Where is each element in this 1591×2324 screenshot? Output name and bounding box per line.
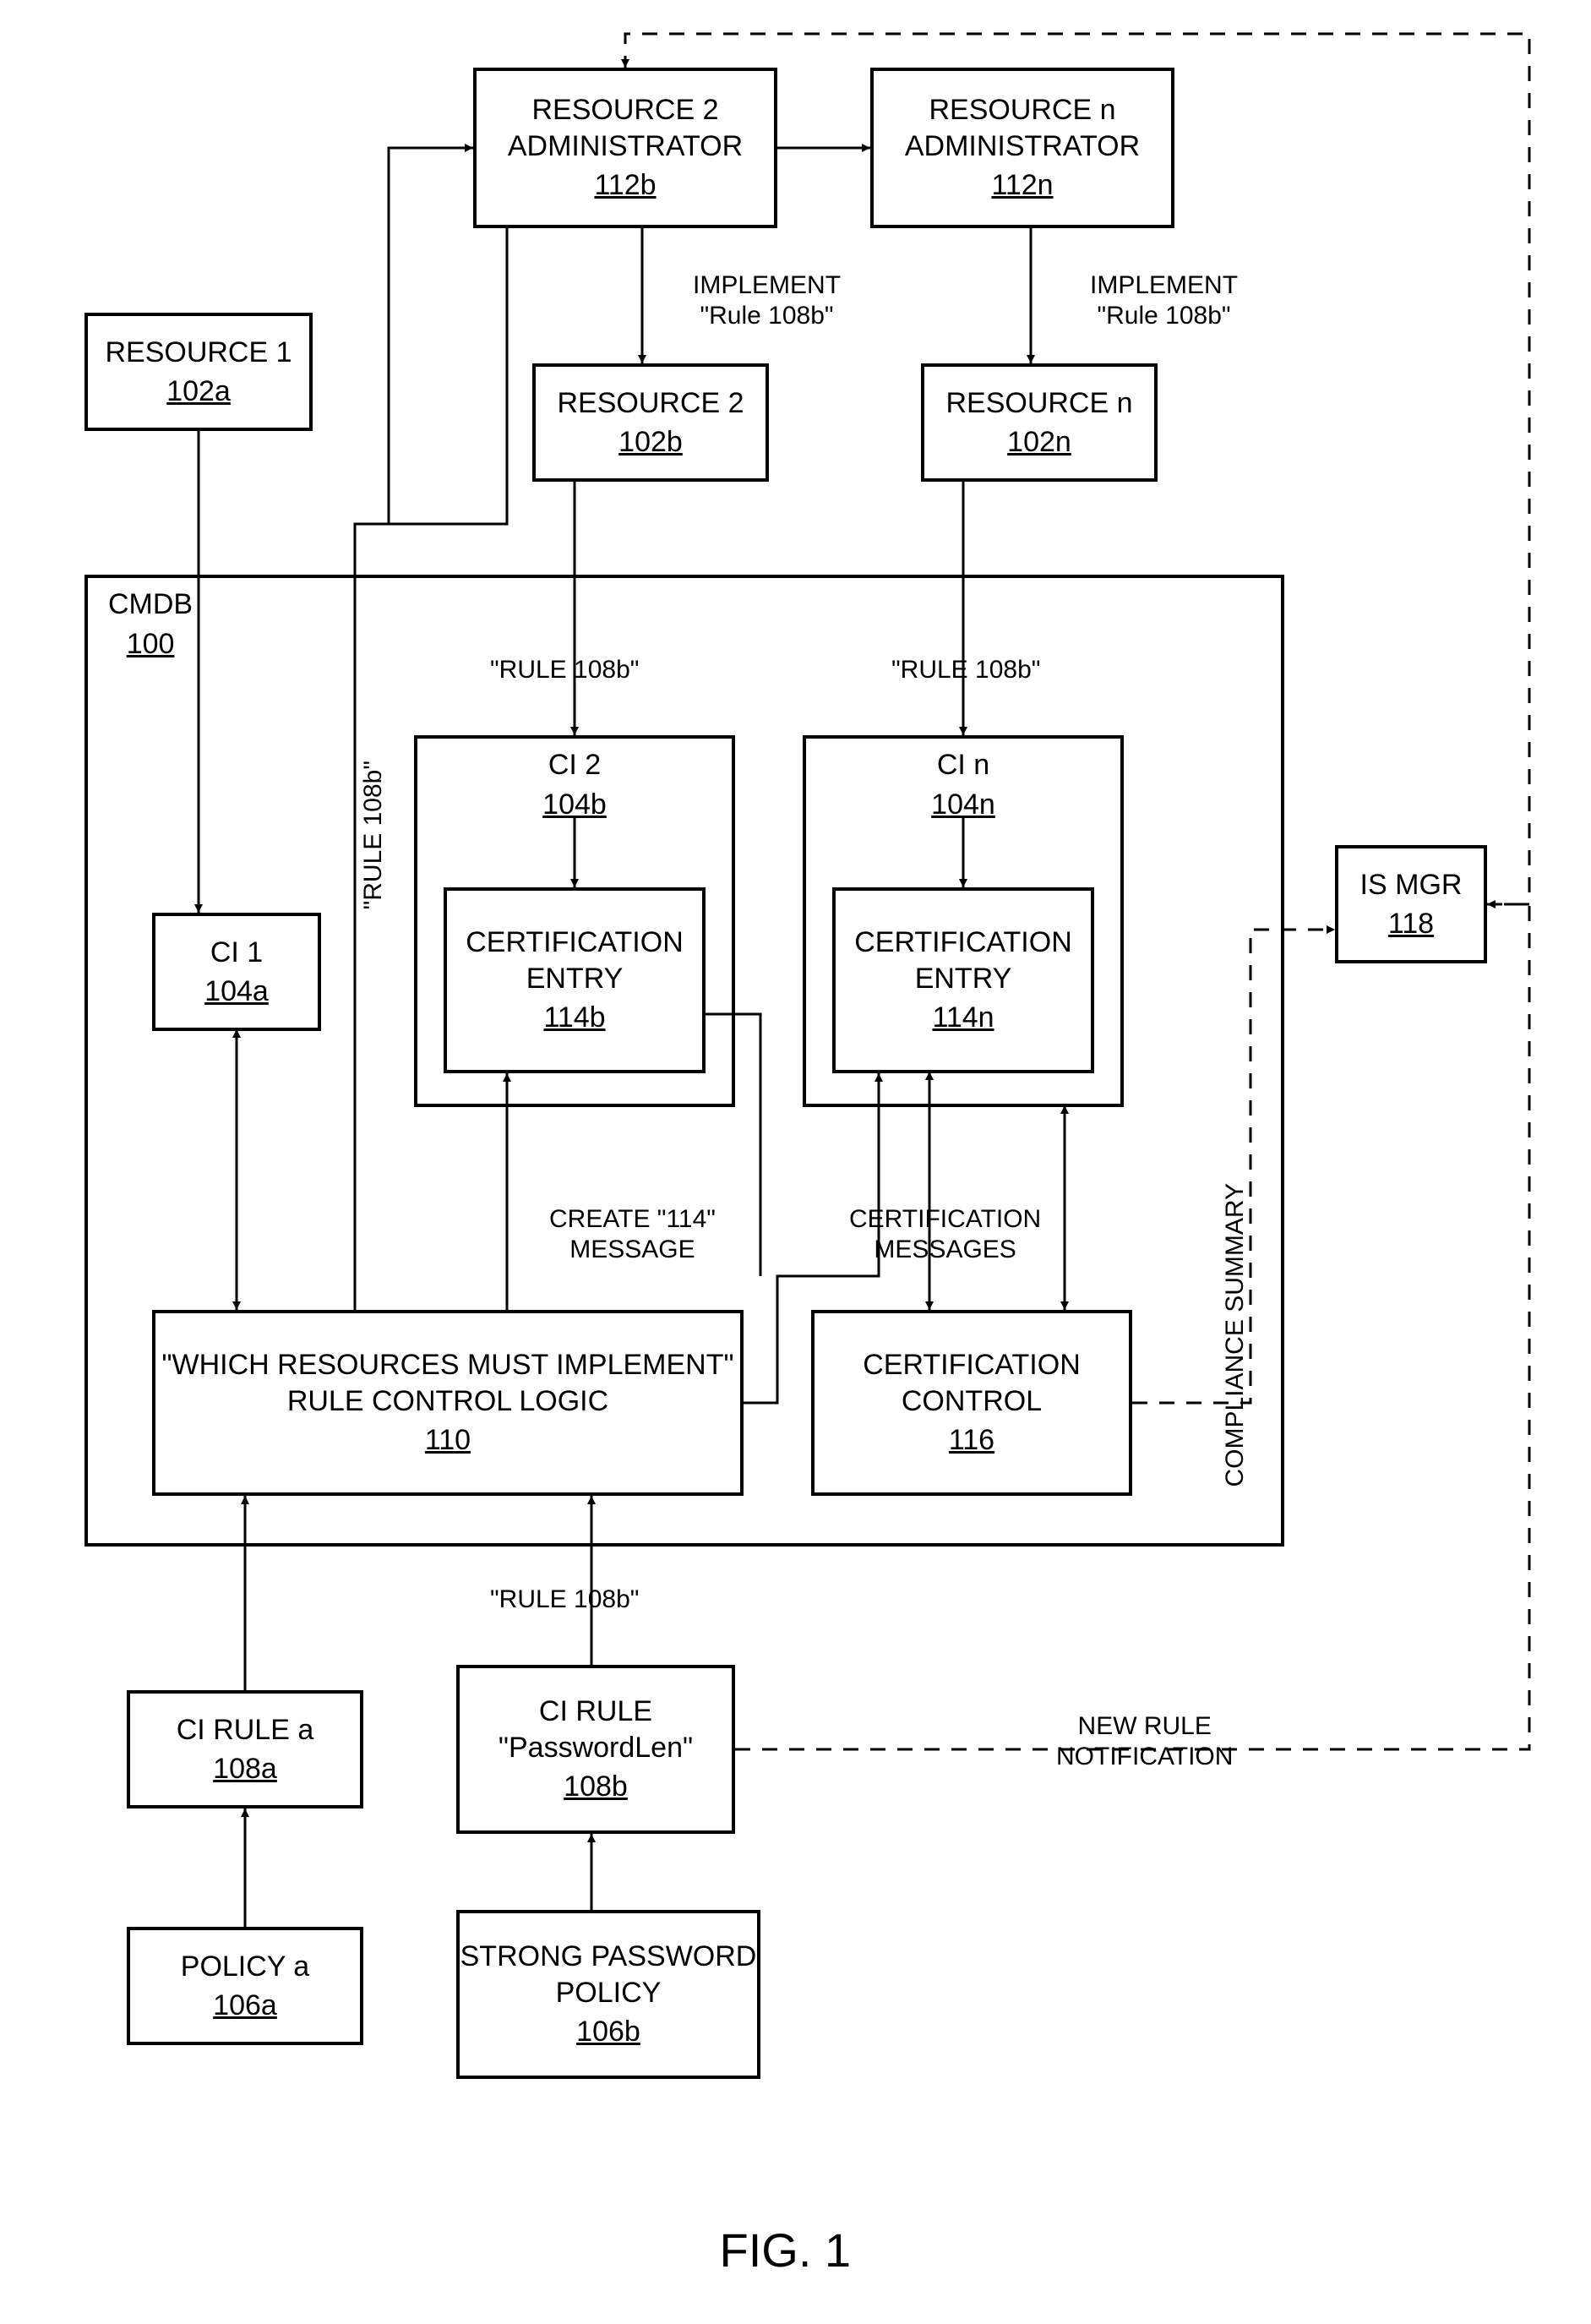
text-line: CERTIFICATION xyxy=(854,925,1072,961)
node-resource2_admin: RESOURCE 2ADMINISTRATOR112b xyxy=(473,68,777,228)
node-resource2: RESOURCE 2102b xyxy=(532,363,769,482)
edge-label-cert_msgs: CERTIFICATION MESSAGES xyxy=(849,1204,1041,1265)
ref-number: 118 xyxy=(1360,906,1463,942)
node-policy_a: POLICY a106a xyxy=(127,1927,363,2045)
node-label: CI 2 104b xyxy=(542,747,607,822)
text-line: "PasswordLen" xyxy=(499,1730,693,1766)
ref-number: 104b xyxy=(542,787,607,823)
node-label: CERTIFICATIONENTRY114n xyxy=(854,925,1072,1036)
node-label: CI RULE"PasswordLen"108b xyxy=(499,1694,693,1805)
figure-caption: FIG. 1 xyxy=(720,2223,852,2278)
node-label: "WHICH RESOURCES MUST IMPLEMENT"RULE CON… xyxy=(161,1347,733,1459)
text-line: RESOURCE n xyxy=(945,385,1132,422)
edge-label-rule_108b_bot: "RULE 108b" xyxy=(490,1585,639,1615)
node-resourcen_admin: RESOURCE nADMINISTRATOR112n xyxy=(870,68,1174,228)
text-line: STRONG PASSWORD xyxy=(460,1939,757,1975)
ref-number: 114b xyxy=(466,1000,684,1036)
node-resource1: RESOURCE 1102a xyxy=(84,313,313,431)
ref-number: 108b xyxy=(499,1769,693,1805)
text-line: RESOURCE 1 xyxy=(105,335,292,371)
ref-number: 102n xyxy=(945,424,1132,461)
ref-number: 112b xyxy=(508,167,743,204)
text-line: CMDB xyxy=(108,586,193,623)
edge-label-implement_n: IMPLEMENT "Rule 108b" xyxy=(1090,270,1238,331)
node-label: IS MGR118 xyxy=(1360,867,1463,942)
node-label: RESOURCE nADMINISTRATOR112n xyxy=(905,92,1140,204)
text-line: CERTIFICATION xyxy=(466,925,684,961)
edge-label-new_rule: NEW RULE NOTIFICATION xyxy=(1056,1711,1233,1772)
text-line: POLICY a xyxy=(181,1949,309,1985)
text-line: CERTIFICATION xyxy=(863,1347,1081,1383)
text-line: RESOURCE 2 xyxy=(557,385,744,422)
node-label: RESOURCE 2ADMINISTRATOR112b xyxy=(508,92,743,204)
node-label: RESOURCE n102n xyxy=(945,385,1132,461)
node-rule_control: "WHICH RESOURCES MUST IMPLEMENT"RULE CON… xyxy=(152,1310,744,1496)
node-ci_rule_b: CI RULE"PasswordLen"108b xyxy=(456,1665,735,1834)
ref-number: 116 xyxy=(863,1422,1081,1459)
ref-number: 114n xyxy=(854,1000,1072,1036)
node-label: CMDB100 xyxy=(108,586,193,662)
text-line: CI n xyxy=(931,747,995,783)
ref-number: 110 xyxy=(161,1422,733,1459)
text-line: RULE CONTROL LOGIC xyxy=(161,1383,733,1420)
node-cert_control: CERTIFICATIONCONTROL116 xyxy=(811,1310,1132,1496)
node-ci_rule_a: CI RULE a108a xyxy=(127,1690,363,1808)
node-label: CI 1104a xyxy=(204,935,269,1010)
ref-number: 102a xyxy=(105,374,292,410)
text-line: ADMINISTRATOR xyxy=(508,128,743,165)
node-ci1: CI 1104a xyxy=(152,913,321,1031)
text-line: CI 2 xyxy=(542,747,607,783)
edge-label-create_114: CREATE "114" MESSAGE xyxy=(549,1204,716,1265)
ref-number: 106a xyxy=(181,1988,309,2024)
edge-label-implement_b: IMPLEMENT "Rule 108b" xyxy=(693,270,841,331)
text-line: "WHICH RESOURCES MUST IMPLEMENT" xyxy=(161,1347,733,1383)
node-label: CERTIFICATIONENTRY114b xyxy=(466,925,684,1036)
ref-number: 112n xyxy=(905,167,1140,204)
text-line: ENTRY xyxy=(854,961,1072,997)
ref-number: 104a xyxy=(204,974,269,1010)
edge-label-rule_108b_2: "RULE 108b" xyxy=(490,655,639,685)
node-label: RESOURCE 1102a xyxy=(105,335,292,410)
edge-label-compliance: COMPLIANCE SUMMARY xyxy=(1221,1183,1250,1487)
text-line: IS MGR xyxy=(1360,867,1463,903)
ref-number: 104n xyxy=(931,787,995,823)
ref-number: 106b xyxy=(460,2014,757,2050)
text-line: ADMINISTRATOR xyxy=(905,128,1140,165)
text-line: CI RULE a xyxy=(177,1712,314,1748)
text-line: CONTROL xyxy=(863,1383,1081,1420)
node-label: CERTIFICATIONCONTROL116 xyxy=(863,1347,1081,1459)
node-cert_entry_n: CERTIFICATIONENTRY114n xyxy=(832,887,1094,1073)
node-cert_entry_b: CERTIFICATIONENTRY114b xyxy=(444,887,706,1073)
ref-number: 108a xyxy=(177,1751,314,1787)
text-line: POLICY xyxy=(460,1975,757,2011)
ref-number: 102b xyxy=(557,424,744,461)
node-label: STRONG PASSWORDPOLICY106b xyxy=(460,1939,757,2050)
node-label: POLICY a106a xyxy=(181,1949,309,2024)
text-line: RESOURCE 2 xyxy=(508,92,743,128)
text-line: ENTRY xyxy=(466,961,684,997)
ref-number: 100 xyxy=(108,626,193,663)
node-label: RESOURCE 2102b xyxy=(557,385,744,461)
edge-label-rule_108b_n: "RULE 108b" xyxy=(891,655,1040,685)
diagram-canvas: RESOURCE 2ADMINISTRATOR112bRESOURCE nADM… xyxy=(0,0,1591,2324)
edge-adm2_down xyxy=(389,228,507,524)
node-label: CI n 104n xyxy=(931,747,995,822)
node-label: CI RULE a108a xyxy=(177,1712,314,1787)
text-line: CI RULE xyxy=(499,1694,693,1730)
node-is_mgr: IS MGR118 xyxy=(1335,845,1487,963)
text-line: CI 1 xyxy=(204,935,269,971)
text-line: RESOURCE n xyxy=(905,92,1140,128)
node-policy_b: STRONG PASSWORDPOLICY106b xyxy=(456,1910,760,2079)
edge-label-rule_108b_v: "RULE 108b" xyxy=(359,761,388,909)
node-resourcen: RESOURCE n102n xyxy=(921,363,1158,482)
